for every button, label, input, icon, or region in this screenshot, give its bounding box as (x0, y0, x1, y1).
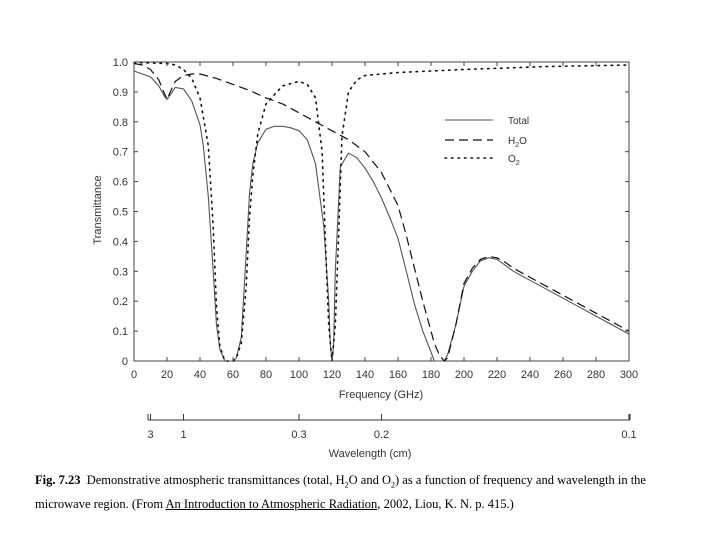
caption-text-4: 2002, Liou, K. N. p. 415.) (380, 496, 514, 511)
legend: Total H2O O2 (444, 116, 529, 167)
plot-frame (133, 61, 630, 362)
y-axis-title: Transmittance (92, 175, 104, 244)
x-tick-label: 100 (290, 369, 308, 381)
x-tick-label: 220 (488, 369, 506, 381)
y-tick-label: 0 (122, 356, 128, 368)
y-tick-label: 0.2 (113, 296, 128, 308)
x-axis-title: Frequency (GHz) (339, 389, 423, 401)
series-line-h2o (133, 62, 630, 362)
y-tick-label: 0.1 (113, 326, 128, 338)
x-tick-label: 260 (554, 369, 572, 381)
caption-text-1: Demonstrative atmospheric transmittances… (86, 473, 345, 487)
caption-text-3: ) as a function of frequency and wavelen… (35, 473, 646, 511)
x-tick-label: 160 (389, 369, 407, 381)
legend-label-o2: O2 (508, 154, 520, 167)
y-tick-label: 0.6 (113, 177, 128, 189)
x-tick-label: 0 (131, 369, 137, 381)
x-tick-label: 60 (227, 369, 239, 381)
x-tick-label: 280 (587, 369, 605, 381)
wavelength-tick-label: 0.1 (621, 429, 636, 441)
wavelength-tick-label: 1 (180, 429, 186, 441)
wavelength-tick-label: 0.2 (374, 429, 389, 441)
caption-text-2: O and O (348, 473, 392, 487)
x-tick-label: 40 (194, 369, 206, 381)
caption-book-title: An Introduction to Atmospheric Radiation… (165, 496, 381, 511)
x-tick-label: 20 (161, 369, 173, 381)
legend-label-h2o: H2O (508, 136, 527, 149)
series-line-o2 (133, 61, 630, 362)
caption-label: Fig. 7.23 (35, 473, 81, 487)
y-tick-label: 0.3 (113, 266, 128, 278)
legend-label-total: Total (508, 116, 529, 127)
x-tick-label: 240 (521, 369, 539, 381)
figure-caption: Fig. 7.23 Demonstrative atmospheric tran… (35, 471, 695, 513)
y-tick-label: 1.0 (113, 57, 128, 69)
transmittance-chart: 0 20 40 60 80 100 120 140 160 180 200 220 240 260 280 3… (92, 57, 638, 460)
y-tick-label: 0.4 (113, 236, 128, 248)
y-tick-label: 0.7 (113, 147, 128, 159)
caption-sub-1: 2 (344, 480, 349, 490)
y-tick-label: 0.9 (113, 87, 128, 99)
wavelength-tick-label: 0.3 (291, 429, 306, 441)
y-tick-label: 0.5 (113, 207, 128, 219)
x-tick-label: 120 (323, 369, 341, 381)
series-layer (133, 61, 630, 362)
y-axis: 0 0.1 0.2 0.3 0.4 0.5 0.6 0.7 0.8 0.9 1.0 (113, 57, 629, 368)
x-axis: 0 20 40 60 80 100 120 140 160 180 200 220 240 260 280 3… (131, 62, 638, 381)
x-tick-label: 300 (620, 369, 638, 381)
x-tick-label: 200 (455, 369, 473, 381)
x-tick-label: 80 (260, 369, 272, 381)
y-tick-label: 0.8 (113, 117, 128, 129)
wavelength-tick-label: 3 (147, 429, 153, 441)
caption-sub-2: 2 (391, 480, 396, 490)
series-line-total (133, 70, 630, 362)
x-tick-label: 140 (356, 369, 374, 381)
wavelength-axis: 3 1 0.3 0.2 0.1 (147, 414, 637, 441)
wavelength-axis-title: Wavelength (cm) (329, 448, 412, 460)
x-tick-label: 180 (422, 369, 440, 381)
plot-area-border (133, 61, 630, 362)
